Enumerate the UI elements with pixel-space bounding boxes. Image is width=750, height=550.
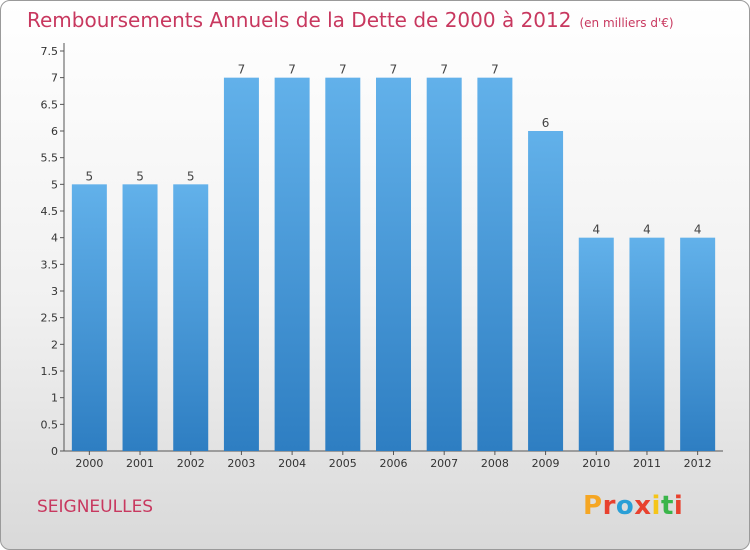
bar xyxy=(376,77,411,452)
y-tick-label: 5.5 xyxy=(41,152,59,165)
x-tick-label: 2008 xyxy=(481,457,509,470)
data-label: 7 xyxy=(288,63,296,77)
y-tick-label: 6 xyxy=(51,125,58,138)
x-tick-label: 2001 xyxy=(126,457,154,470)
data-label: 7 xyxy=(339,63,347,77)
data-label: 7 xyxy=(238,63,246,77)
bar xyxy=(477,77,513,452)
logo-letter: t xyxy=(660,491,674,521)
y-tick-label: 4.5 xyxy=(41,205,59,218)
y-tick-label: 2 xyxy=(51,338,58,351)
x-tick-label: 2002 xyxy=(177,457,205,470)
bar xyxy=(274,77,310,452)
commune-name: SEIGNEULLES xyxy=(37,497,154,517)
y-tick-label: 5 xyxy=(51,178,58,191)
x-tick-label: 2010 xyxy=(582,457,610,470)
data-label: 7 xyxy=(491,63,499,77)
data-label: 7 xyxy=(440,63,448,77)
y-tick-label: 0.5 xyxy=(41,418,59,431)
x-tick-label: 2009 xyxy=(532,457,560,470)
x-tick-label: 2006 xyxy=(380,457,408,470)
logo-letter: i xyxy=(651,491,661,521)
bar xyxy=(680,237,716,451)
y-tick-label: 1.5 xyxy=(41,365,59,378)
data-label: 5 xyxy=(136,169,144,183)
logo-letter: P xyxy=(583,491,603,521)
bar xyxy=(629,237,665,451)
chart-title: Remboursements Annuels de la Dette de 20… xyxy=(27,8,674,32)
y-tick-label: 3 xyxy=(51,285,58,298)
bar xyxy=(528,131,564,451)
y-tick-label: 7.5 xyxy=(41,45,59,58)
y-tick-label: 6.5 xyxy=(41,98,59,111)
bar xyxy=(426,77,462,452)
data-label: 5 xyxy=(187,169,195,183)
data-label: 5 xyxy=(86,169,94,183)
unit-label: (en milliers d'€) xyxy=(579,16,674,30)
data-label: 7 xyxy=(390,63,398,77)
y-tick-label: 4 xyxy=(51,232,58,245)
title-text: Remboursements Annuels de la Dette de 20… xyxy=(27,8,572,32)
x-tick-label: 2000 xyxy=(75,457,103,470)
y-tick-label: 7 xyxy=(51,72,58,85)
y-tick-label: 1 xyxy=(51,392,58,405)
x-tick-label: 2005 xyxy=(329,457,357,470)
x-tick-label: 2003 xyxy=(227,457,255,470)
x-tick-label: 2011 xyxy=(633,457,661,470)
logo-letter: o xyxy=(615,491,635,521)
logo-letter: i xyxy=(673,491,684,521)
bar xyxy=(578,237,614,451)
bar xyxy=(223,77,259,452)
y-tick-label: 0 xyxy=(51,445,58,458)
data-label: 6 xyxy=(542,116,550,130)
data-label: 4 xyxy=(643,223,651,237)
x-tick-label: 2012 xyxy=(684,457,712,470)
bar xyxy=(71,184,107,452)
x-tick-label: 2004 xyxy=(278,457,306,470)
data-label: 4 xyxy=(592,223,600,237)
logo-letter: r xyxy=(602,491,616,521)
x-tick-label: 2007 xyxy=(430,457,458,470)
data-label: 4 xyxy=(694,223,702,237)
y-tick-label: 3.5 xyxy=(41,258,59,271)
proxiti-logo: Proxiti xyxy=(583,491,683,521)
bar xyxy=(122,184,158,452)
bar xyxy=(325,77,361,452)
logo-letter: x xyxy=(634,491,652,521)
bar xyxy=(173,184,209,452)
y-tick-label: 2.5 xyxy=(41,312,59,325)
